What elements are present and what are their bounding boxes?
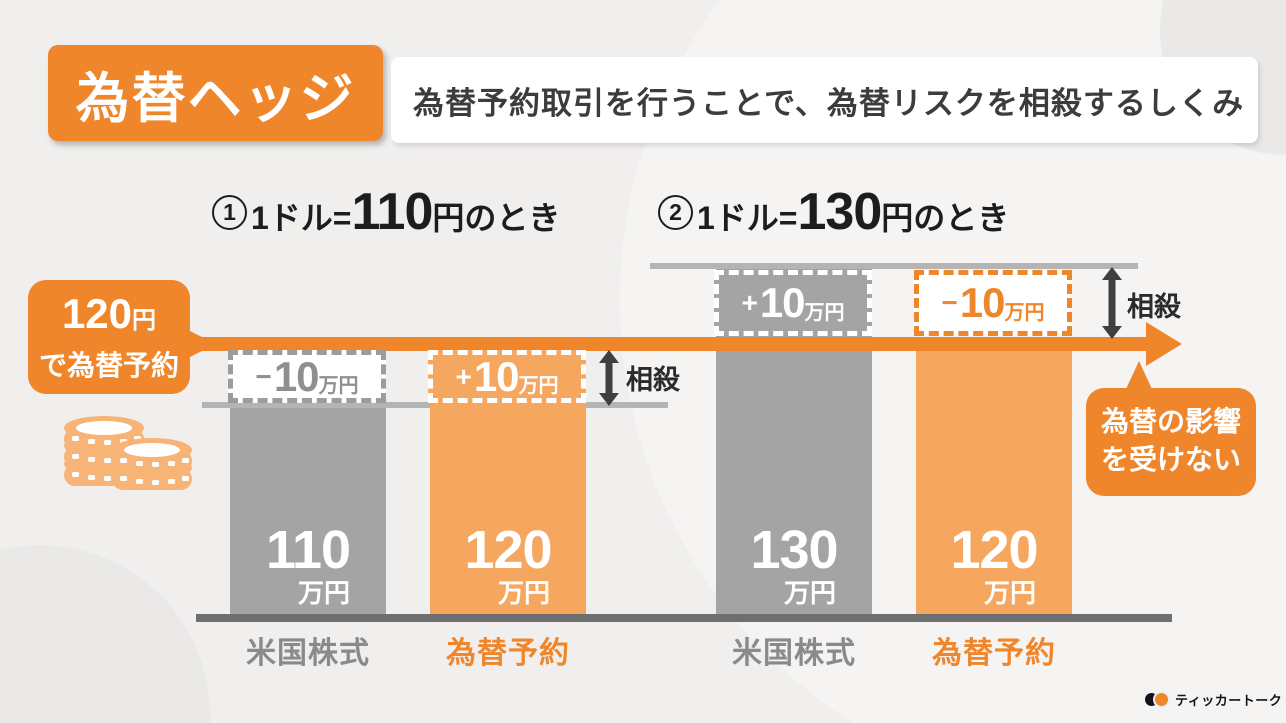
subtitle-box: 為替予約取引を行うことで、為替リスクを相殺するしくみ xyxy=(391,57,1258,143)
brand-name: ティッカートーク xyxy=(1175,693,1283,708)
scenario1-title-prefix: 1ドル= xyxy=(251,200,352,236)
bar-value: 130 xyxy=(750,520,838,581)
scenario1-title-suffix: 円のとき xyxy=(432,200,561,236)
delta-sign: + xyxy=(455,360,472,392)
bar-value: 120 xyxy=(950,520,1038,581)
hedge-rate-callout: 120円 で為替予約 xyxy=(28,280,190,394)
hedge-rate-line2: で為替予約 xyxy=(38,350,179,381)
scenario1-offset-label: 相殺 xyxy=(626,365,680,395)
delta-sign: − xyxy=(255,360,272,392)
hedge-rate-line1: 120円 xyxy=(28,291,190,347)
offset-arrow-icon xyxy=(599,350,619,406)
background-blob-bottom-left xyxy=(0,545,210,723)
hedge-rate-value: 120 xyxy=(61,290,133,337)
no-fx-impact-callout: 為替の影響 を受けない xyxy=(1086,388,1256,496)
scenario2-title-suffix: 円のとき xyxy=(881,200,1010,236)
delta-unit: 万円 xyxy=(318,375,359,397)
coins-icon xyxy=(64,416,192,490)
brand-logo: ティッカートーク xyxy=(1145,690,1282,709)
scenario2-fx-forward-bar: 120 万円 xyxy=(916,351,1072,614)
subtitle-text: 為替予約取引を行うことで、為替リスクを相殺するしくみ xyxy=(413,85,1245,121)
delta-value: 10 xyxy=(473,352,520,400)
scenario2-title-prefix: 1ドル= xyxy=(697,200,798,236)
scenario2-offset-label: 相殺 xyxy=(1127,292,1181,322)
scenario2-gain-box: + 10 万円 xyxy=(714,270,872,336)
scenario1-gain-box: + 10 万円 xyxy=(428,350,586,403)
scenario1-fx-forward-label: 為替予約 xyxy=(446,637,570,670)
delta-value: 10 xyxy=(759,279,806,326)
bar-unit: 万円 xyxy=(783,578,836,609)
offset-arrow-icon xyxy=(1102,267,1122,339)
brand-logo-icon xyxy=(1153,691,1170,708)
title-badge: 為替ヘッジ xyxy=(48,45,383,141)
bar-value: 120 xyxy=(464,520,552,581)
bar-unit: 万円 xyxy=(497,578,550,609)
scenario2-us-stock-label: 米国株式 xyxy=(732,637,856,670)
delta-unit: 万円 xyxy=(518,375,559,397)
delta-sign: + xyxy=(741,287,758,318)
chart-baseline xyxy=(196,614,1172,622)
scenario2-top-line xyxy=(650,263,1138,269)
hedge-level-arrow xyxy=(190,337,1148,351)
scenario2-rate: 130 xyxy=(797,183,883,241)
delta-sign: − xyxy=(941,287,958,318)
hedge-level-arrow-head-icon xyxy=(1146,322,1182,366)
delta-unit: 万円 xyxy=(1004,301,1045,324)
scenario1-loss-box: − 10 万円 xyxy=(228,350,386,403)
scenario2-number-icon: 2 xyxy=(658,195,693,230)
bar-value: 110 xyxy=(265,520,351,581)
bar-unit: 万円 xyxy=(297,578,350,609)
scenario2-loss-box: − 10 万円 xyxy=(914,270,1072,336)
delta-value: 10 xyxy=(273,352,320,400)
no-fx-impact-line1: 為替の影響 xyxy=(1100,406,1241,437)
hedge-rate-unit: 円 xyxy=(132,307,157,334)
bar-unit: 万円 xyxy=(983,578,1036,609)
delta-value: 10 xyxy=(959,279,1006,326)
scenario1-number-icon: 1 xyxy=(212,195,247,230)
scenario2-title: 2 1ドル= 130 円のとき xyxy=(658,186,1009,239)
scenario1-rate: 110 xyxy=(351,183,434,241)
scenario1-title: 1 1ドル= 110 円のとき xyxy=(212,186,560,239)
scenario1-us-stock-label: 米国株式 xyxy=(246,637,370,670)
scenario2-fx-forward-label: 為替予約 xyxy=(932,637,1056,670)
no-fx-impact-line2: を受けない xyxy=(1100,444,1241,475)
scenario1-us-stock-bar: 110 万円 xyxy=(230,408,386,614)
delta-unit: 万円 xyxy=(804,301,845,324)
hedge-rate-callout-tip-icon xyxy=(186,329,216,359)
no-fx-impact-callout-tip-icon xyxy=(1126,361,1152,389)
page-title: 為替ヘッジ xyxy=(75,68,356,129)
